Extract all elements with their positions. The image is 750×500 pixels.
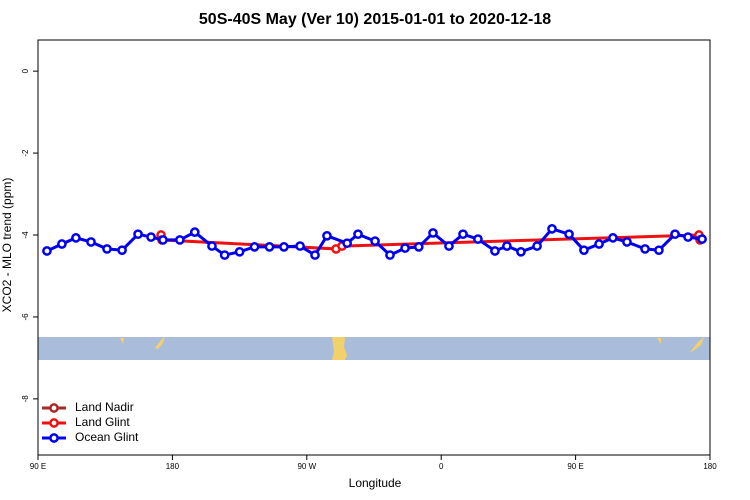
point — [502, 241, 512, 251]
point — [117, 245, 127, 256]
point — [640, 244, 650, 254]
point — [146, 232, 156, 242]
point — [102, 244, 112, 254]
x-tick-label: 90 E — [30, 462, 46, 471]
point — [322, 230, 332, 241]
point — [353, 229, 363, 240]
point — [473, 234, 483, 244]
legend-label: Land Nadir — [75, 400, 134, 414]
map-strip — [38, 337, 710, 360]
point — [310, 250, 320, 260]
point — [342, 238, 352, 249]
point — [133, 229, 143, 240]
point — [532, 241, 542, 251]
point — [370, 236, 380, 247]
point — [57, 239, 67, 249]
point — [219, 250, 230, 260]
y-tick-label: -4 — [21, 231, 30, 239]
point — [683, 232, 693, 242]
point — [547, 224, 557, 234]
point — [207, 241, 217, 251]
point — [279, 242, 289, 252]
point — [295, 241, 305, 251]
legend-marker — [49, 403, 59, 413]
y-tick-label: -6 — [21, 313, 30, 321]
y-tick-label: -8 — [21, 395, 30, 403]
point — [413, 242, 424, 252]
point — [264, 242, 275, 252]
point — [516, 246, 526, 257]
legend-label: Land Glint — [75, 415, 130, 429]
point — [564, 229, 574, 240]
y-tick-label: -2 — [21, 149, 30, 157]
x-tick-label: 90 E — [567, 462, 583, 471]
chart-title: 50S-40S May (Ver 10) 2015-01-01 to 2020-… — [199, 11, 551, 28]
point — [400, 243, 410, 253]
point — [444, 241, 454, 251]
point — [654, 245, 664, 256]
point — [697, 234, 707, 244]
x-tick-label: 180 — [703, 462, 717, 471]
x-tick-label: 0 — [439, 462, 444, 471]
x-tick-label: 90 W — [297, 462, 316, 471]
point — [622, 237, 632, 247]
plot-frame — [37, 39, 711, 456]
x-tick-label: 180 — [166, 462, 180, 471]
point — [42, 246, 52, 256]
point — [175, 235, 185, 245]
y-axis-label: XCO2 - MLO trend (ppm) — [0, 178, 14, 313]
point — [158, 235, 168, 245]
point — [490, 246, 500, 256]
point — [249, 242, 260, 252]
legend-label: Ocean Glint — [75, 430, 139, 444]
point — [608, 233, 618, 243]
point — [234, 246, 245, 257]
point — [86, 237, 96, 247]
point — [594, 239, 604, 249]
x-axis-label: Longitude — [349, 476, 402, 490]
point — [458, 229, 468, 240]
legend-marker — [49, 418, 59, 428]
point — [385, 250, 395, 260]
point — [428, 228, 438, 238]
y-tick-label: 0 — [21, 68, 30, 73]
point — [670, 229, 680, 240]
legend-marker — [49, 433, 59, 443]
point — [189, 227, 200, 237]
point — [71, 233, 81, 243]
point — [579, 245, 589, 256]
